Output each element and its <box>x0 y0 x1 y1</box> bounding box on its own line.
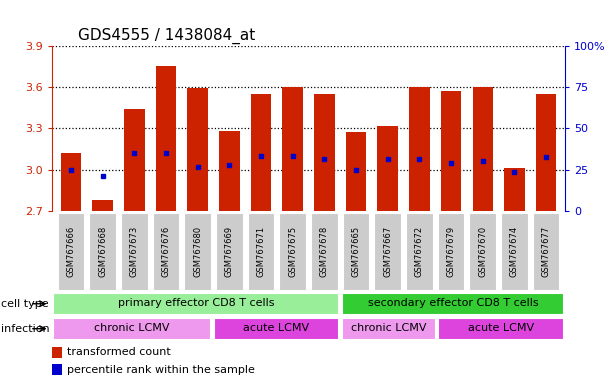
Bar <box>124 109 145 211</box>
Text: GSM767670: GSM767670 <box>478 226 488 277</box>
Text: chronic LCMV: chronic LCMV <box>351 323 426 333</box>
Text: GSM767678: GSM767678 <box>320 226 329 277</box>
Bar <box>52 346 62 358</box>
FancyBboxPatch shape <box>375 213 401 290</box>
FancyBboxPatch shape <box>57 213 84 290</box>
FancyBboxPatch shape <box>53 293 339 315</box>
Text: GSM767666: GSM767666 <box>67 226 75 277</box>
Bar <box>378 126 398 211</box>
Text: GSM767680: GSM767680 <box>193 226 202 277</box>
FancyBboxPatch shape <box>121 213 148 290</box>
FancyBboxPatch shape <box>342 293 564 315</box>
Text: GSM767675: GSM767675 <box>288 226 297 277</box>
Text: primary effector CD8 T cells: primary effector CD8 T cells <box>118 298 274 308</box>
FancyBboxPatch shape <box>342 318 436 340</box>
Text: GSM767679: GSM767679 <box>447 226 456 277</box>
Text: acute LCMV: acute LCMV <box>468 323 534 333</box>
Bar <box>536 94 557 211</box>
Bar <box>504 168 525 211</box>
Bar <box>409 87 430 211</box>
Text: GSM767665: GSM767665 <box>351 226 360 277</box>
Text: GSM767667: GSM767667 <box>383 226 392 277</box>
Text: chronic LCMV: chronic LCMV <box>94 323 170 333</box>
Text: percentile rank within the sample: percentile rank within the sample <box>67 364 255 375</box>
FancyBboxPatch shape <box>216 213 243 290</box>
Bar <box>219 131 240 211</box>
FancyBboxPatch shape <box>343 213 370 290</box>
Bar <box>156 66 177 211</box>
Text: cell type: cell type <box>1 299 48 309</box>
Text: GSM767668: GSM767668 <box>98 226 107 277</box>
Text: transformed count: transformed count <box>67 347 171 358</box>
FancyBboxPatch shape <box>185 213 211 290</box>
Text: GSM767674: GSM767674 <box>510 226 519 277</box>
FancyBboxPatch shape <box>311 213 338 290</box>
Bar <box>314 94 335 211</box>
FancyBboxPatch shape <box>53 318 211 340</box>
Text: GDS4555 / 1438084_at: GDS4555 / 1438084_at <box>78 28 255 44</box>
FancyBboxPatch shape <box>469 213 496 290</box>
FancyBboxPatch shape <box>89 213 116 290</box>
Bar <box>441 91 461 211</box>
Text: GSM767677: GSM767677 <box>542 226 551 277</box>
Bar <box>92 200 113 211</box>
Text: acute LCMV: acute LCMV <box>243 323 310 333</box>
Bar <box>188 88 208 211</box>
Text: GSM767676: GSM767676 <box>161 226 170 277</box>
FancyBboxPatch shape <box>214 318 339 340</box>
Bar <box>52 364 62 376</box>
FancyBboxPatch shape <box>406 213 433 290</box>
FancyBboxPatch shape <box>501 213 528 290</box>
FancyBboxPatch shape <box>533 213 560 290</box>
FancyBboxPatch shape <box>438 213 464 290</box>
Text: secondary effector CD8 T cells: secondary effector CD8 T cells <box>368 298 538 308</box>
Text: infection: infection <box>1 324 49 334</box>
Bar <box>251 94 271 211</box>
Text: GSM767669: GSM767669 <box>225 226 234 277</box>
Bar <box>60 153 81 211</box>
FancyBboxPatch shape <box>279 213 306 290</box>
Text: GSM767673: GSM767673 <box>130 226 139 277</box>
Text: GSM767671: GSM767671 <box>257 226 266 277</box>
FancyBboxPatch shape <box>153 213 179 290</box>
FancyBboxPatch shape <box>438 318 564 340</box>
Text: GSM767672: GSM767672 <box>415 226 424 277</box>
Bar <box>282 87 303 211</box>
Bar <box>346 132 367 211</box>
FancyBboxPatch shape <box>247 213 274 290</box>
Bar <box>472 87 493 211</box>
